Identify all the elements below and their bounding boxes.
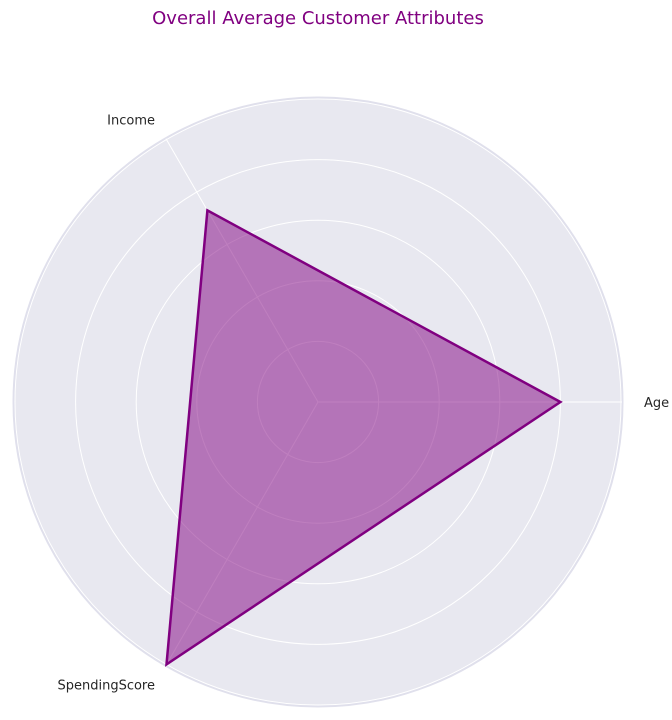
series-area bbox=[166, 210, 561, 665]
axis-label-age: Age bbox=[644, 396, 669, 411]
series-line bbox=[165, 208, 563, 667]
series-layer bbox=[165, 208, 563, 667]
axis-labels: Age Income SpendingScore bbox=[57, 114, 669, 694]
chart-title: Overall Average Customer Attributes bbox=[152, 8, 484, 29]
axis-label-spendingscore: SpendingScore bbox=[57, 678, 155, 693]
axis-label-income: Income bbox=[107, 114, 155, 129]
